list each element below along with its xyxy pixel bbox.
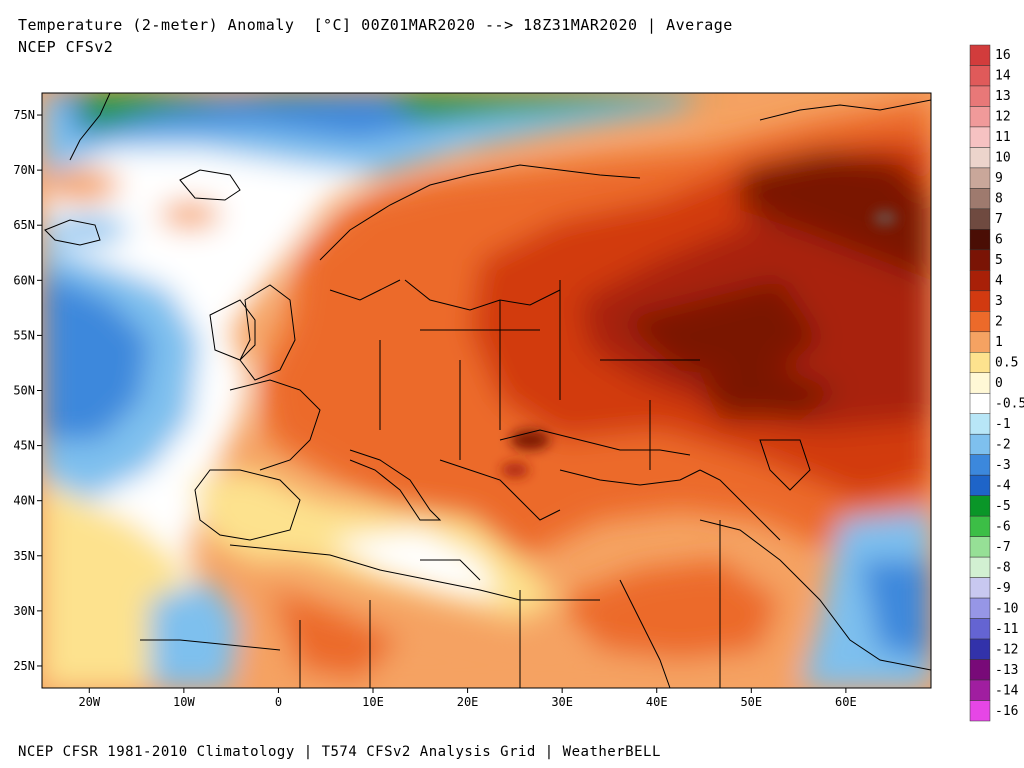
colorbar-swatch [969,372,991,394]
colorbar-swatch [969,618,991,640]
map-footer: NCEP CFSR 1981-2010 Climatology | T574 C… [18,744,661,760]
anomaly-field [42,93,931,688]
map-title: Temperature (2-meter) Anomaly [°C] 00Z01… [18,16,733,34]
longitude-axis: 20W 10W 0 10E 20E 30E 40E 50E 60E [78,688,857,709]
colorbar-label: 14 [995,69,1011,84]
colorbar-swatch [969,638,991,660]
lat-tick-label: 60N [13,273,35,287]
colorbar-label: -0.5 [995,396,1024,411]
colorbar-swatch [969,208,991,230]
lat-tick-label: 75N [13,108,35,122]
colorbar-swatch [969,515,991,537]
colorbar-label: 11 [995,130,1011,145]
colorbar-label: -2 [995,437,1011,452]
lat-tick-label: 70N [13,163,35,177]
colorbar-label: 7 [995,212,1003,227]
lat-tick-label: 65N [13,218,35,232]
colorbar-label: -14 [995,683,1019,698]
colorbar-swatch [969,433,991,455]
colorbar-label: 3 [995,294,1003,309]
colorbar-label: 1 [995,335,1003,350]
colorbar-label: -7 [995,540,1011,555]
colorbar-swatch [969,249,991,271]
colorbar-label: -16 [995,704,1018,719]
lon-tick-label: 10W [173,695,195,709]
colorbar-swatch [969,65,991,87]
colorbar-swatch [969,413,991,435]
colorbar-swatch [969,311,991,333]
colorbar-label: 0 [995,376,1003,391]
lon-tick-label: 30E [551,695,573,709]
colorbar-swatch [969,290,991,312]
latitude-axis: 75N 70N 65N 60N 55N 50N 45N 40N 35N 30N 25N [13,108,42,673]
colorbar-swatch [969,147,991,169]
colorbar-label: 10 [995,151,1011,166]
colorbar-label: 4 [995,274,1003,289]
colorbar-swatch [969,44,991,66]
colorbar-label: 13 [995,89,1011,104]
lon-tick-label: 60E [835,695,857,709]
colorbar-label: -6 [995,519,1011,534]
lat-tick-label: 30N [13,604,35,618]
lon-tick-label: 0 [275,695,282,709]
colorbar-label: -1 [995,417,1011,432]
colorbar-swatch [969,659,991,681]
colorbar-label: 16 [995,48,1011,63]
colorbar-swatch [969,167,991,189]
colorbar-swatch [969,454,991,476]
colorbar-label: -13 [995,663,1018,678]
colorbar-label: -4 [995,478,1011,493]
colorbar-label: -11 [995,622,1018,637]
coastlines [42,93,931,688]
lat-tick-label: 35N [13,549,35,563]
colorbar-label: 2 [995,315,1003,330]
lon-tick-label: 20W [78,695,100,709]
colorbar-swatch [969,229,991,251]
colorbar-swatch [969,556,991,578]
colorbar-swatch [969,126,991,148]
lon-tick-label: 40E [646,695,668,709]
colorbar-label: -9 [995,581,1011,596]
colorbar-swatch [969,270,991,292]
colorbar-label: -3 [995,458,1011,473]
lat-tick-label: 40N [13,494,35,508]
lon-tick-label: 50E [740,695,762,709]
map-subtitle: NCEP CFSv2 [18,38,114,56]
colorbar-label: 6 [995,233,1003,248]
colorbar-swatch [969,331,991,353]
lat-tick-label: 50N [13,384,35,398]
lon-tick-label: 10E [362,695,384,709]
lat-tick-label: 25N [13,659,35,673]
colorbar-swatch [969,106,991,128]
colorbar-swatch [969,700,991,722]
colorbar-label: -12 [995,642,1018,657]
colorbar-swatch [969,536,991,558]
colorbar-swatch [969,474,991,496]
lat-tick-label: 55N [13,328,35,342]
colorbar-swatch [969,85,991,107]
colorbar-swatch [969,352,991,374]
colorbar-label: 0.5 [995,356,1018,371]
colorbar-label: 8 [995,192,1003,207]
colorbar-swatch [969,577,991,599]
lon-tick-label: 20E [457,695,479,709]
colorbar-label: 5 [995,253,1003,268]
colorbar-swatch [969,597,991,619]
colorbar-label: -5 [995,499,1011,514]
colorbar-swatch [969,679,991,701]
colorbar-label: 12 [995,110,1011,125]
colorbar-legend: 16 14 13 12 11 10 9 8 7 6 5 4 3 2 1 0.5 0 -0.5 -1 -2 -3 -4 -5 -… [969,44,1024,722]
lat-tick-label: 45N [13,439,35,453]
colorbar-swatch [969,392,991,414]
colorbar-label: 9 [995,171,1003,186]
colorbar-label: -10 [995,601,1018,616]
colorbar-swatch [969,188,991,210]
colorbar-swatch [969,495,991,517]
colorbar-label: -8 [995,560,1011,575]
